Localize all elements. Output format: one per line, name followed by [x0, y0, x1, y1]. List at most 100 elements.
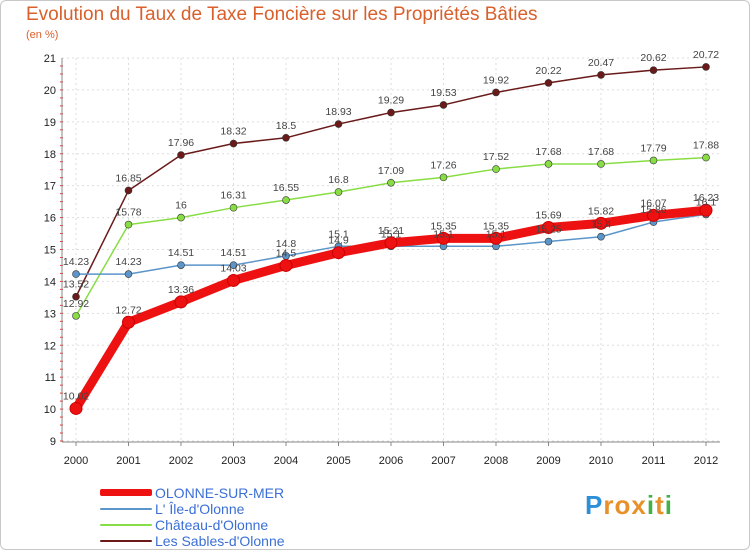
data-point-ile-d-olonne	[544, 237, 553, 246]
data-label-les-sables-d-olonne: 18.93	[325, 106, 351, 118]
data-label-les-sables-d-olonne: 18.32	[220, 126, 246, 138]
y-tick-label: 12	[44, 340, 56, 352]
data-label-ile-d-olonne: 15.86	[640, 204, 666, 216]
data-point-chateau-d-olonne	[124, 220, 133, 229]
data-point-les-sables-d-olonne	[439, 101, 448, 109]
x-tick-label: 2001	[116, 455, 140, 467]
data-point-olonne-sur-mer	[174, 295, 188, 309]
data-label-olonne-sur-mer: 13.36	[168, 284, 194, 296]
data-point-les-sables-d-olonne	[124, 186, 133, 195]
logo-letter: o	[614, 490, 632, 520]
data-point-ile-d-olonne	[597, 232, 605, 241]
y-tick-label: 10	[44, 404, 56, 416]
data-label-chateau-d-olonne: 16.55	[273, 182, 299, 194]
data-point-olonne-sur-mer	[227, 273, 240, 287]
data-label-ile-d-olonne: 14.23	[115, 256, 141, 268]
x-tick-label: 2004	[274, 455, 298, 467]
data-point-chateau-d-olonne	[702, 153, 710, 162]
logo-letter: P	[585, 490, 604, 520]
data-label-les-sables-d-olonne: 19.92	[483, 74, 509, 86]
y-tick-label: 17	[44, 181, 56, 193]
data-point-les-sables-d-olonne	[334, 120, 343, 128]
x-tick-label: 2010	[589, 455, 613, 467]
data-label-les-sables-d-olonne: 20.62	[640, 52, 666, 64]
data-label-les-sables-d-olonne: 16.85	[115, 172, 141, 184]
legend-label: OLONNE-SUR-MER	[155, 485, 285, 501]
y-tick-label: 14	[44, 276, 56, 288]
y-tick-label: 16	[44, 213, 56, 225]
data-point-ile-d-olonne	[229, 261, 238, 269]
data-label-ile-d-olonne: 15.1	[381, 228, 402, 240]
data-point-les-sables-d-olonne	[282, 133, 290, 142]
y-tick-label: 15	[44, 245, 56, 257]
data-label-olonne-sur-mer: 15.35	[483, 220, 509, 232]
data-point-les-sables-d-olonne	[177, 151, 185, 159]
data-label-ile-d-olonne: 14.51	[168, 247, 194, 259]
data-label-olonne-sur-mer: 15.35	[430, 220, 456, 232]
data-point-ile-d-olonne	[72, 270, 80, 278]
data-label-ile-d-olonne: 15.25	[535, 224, 561, 236]
x-tick-label: 2009	[536, 455, 560, 467]
y-tick-label: 19	[44, 117, 56, 129]
data-point-les-sables-d-olonne	[387, 108, 395, 117]
data-label-ile-d-olonne: 16.1	[696, 196, 717, 208]
data-label-olonne-sur-mer: 14.03	[220, 262, 246, 274]
data-point-chateau-d-olonne	[492, 165, 500, 173]
data-label-olonne-sur-mer: 12.72	[115, 304, 141, 316]
logo-letter: i	[664, 490, 673, 520]
legend-swatch	[100, 489, 152, 496]
data-label-olonne-sur-mer: 10.02	[63, 390, 89, 402]
x-tick-label: 2007	[431, 455, 455, 467]
data-point-olonne-sur-mer	[594, 216, 608, 230]
data-label-les-sables-d-olonne: 17.96	[168, 137, 194, 149]
data-point-chateau-d-olonne	[649, 156, 658, 165]
logo-letter: i	[646, 490, 656, 520]
y-tick-label: 13	[44, 308, 56, 320]
logo-letter: t	[655, 490, 665, 520]
data-point-chateau-d-olonne	[72, 312, 80, 320]
data-label-olonne-sur-mer: 14.9	[328, 235, 349, 247]
data-label-les-sables-d-olonne: 20.22	[535, 65, 561, 77]
y-axis-unit: (en %)	[26, 29, 59, 41]
y-tick-label: 9	[50, 436, 56, 448]
data-point-les-sables-d-olonne	[492, 88, 500, 97]
data-point-chateau-d-olonne	[439, 173, 448, 182]
data-label-chateau-d-olonne: 17.68	[535, 146, 561, 158]
proxiti-logo: Proxiti	[585, 490, 673, 521]
data-label-chateau-d-olonne: 12.92	[63, 298, 89, 310]
data-label-les-sables-d-olonne: 20.72	[693, 49, 719, 61]
data-point-olonne-sur-mer	[647, 208, 660, 222]
data-point-olonne-sur-mer	[699, 203, 713, 217]
data-point-les-sables-d-olonne	[72, 292, 80, 301]
data-point-ile-d-olonne	[177, 261, 185, 269]
data-point-les-sables-d-olonne	[702, 63, 710, 71]
data-point-olonne-sur-mer	[69, 401, 83, 415]
x-tick-label: 2003	[221, 455, 245, 467]
data-point-les-sables-d-olonne	[544, 79, 553, 87]
data-label-ile-d-olonne: 15.1	[433, 228, 454, 240]
data-label-chateau-d-olonne: 16.31	[220, 190, 246, 202]
data-label-ile-d-olonne: 15.1	[328, 228, 349, 240]
data-label-olonne-sur-mer: 14.5	[276, 247, 297, 259]
legend-label: L' Île-d'Olonne	[155, 501, 245, 517]
x-tick-label: 2008	[484, 455, 508, 467]
legend-swatch	[100, 540, 152, 542]
x-tick-label: 2002	[169, 455, 193, 467]
data-label-olonne-sur-mer: 16.23	[693, 192, 719, 204]
data-label-olonne-sur-mer: 15.21	[378, 225, 404, 237]
data-point-chateau-d-olonne	[387, 178, 395, 187]
data-point-olonne-sur-mer	[489, 231, 503, 245]
chart-title: Evolution du Taux de Taxe Foncière sur l…	[26, 4, 538, 25]
logo-letter: r	[603, 490, 615, 520]
data-point-chateau-d-olonne	[282, 196, 290, 204]
data-label-chateau-d-olonne: 17.79	[640, 142, 666, 154]
data-label-olonne-sur-mer: 16.07	[640, 197, 666, 209]
data-label-chateau-d-olonne: 16	[175, 200, 187, 212]
x-tick-label: 2005	[326, 455, 350, 467]
data-point-chateau-d-olonne	[544, 160, 553, 168]
data-label-chateau-d-olonne: 17.09	[378, 165, 404, 177]
data-point-olonne-sur-mer	[384, 236, 398, 250]
data-point-les-sables-d-olonne	[597, 71, 605, 79]
data-label-chateau-d-olonne: 15.78	[115, 207, 141, 219]
